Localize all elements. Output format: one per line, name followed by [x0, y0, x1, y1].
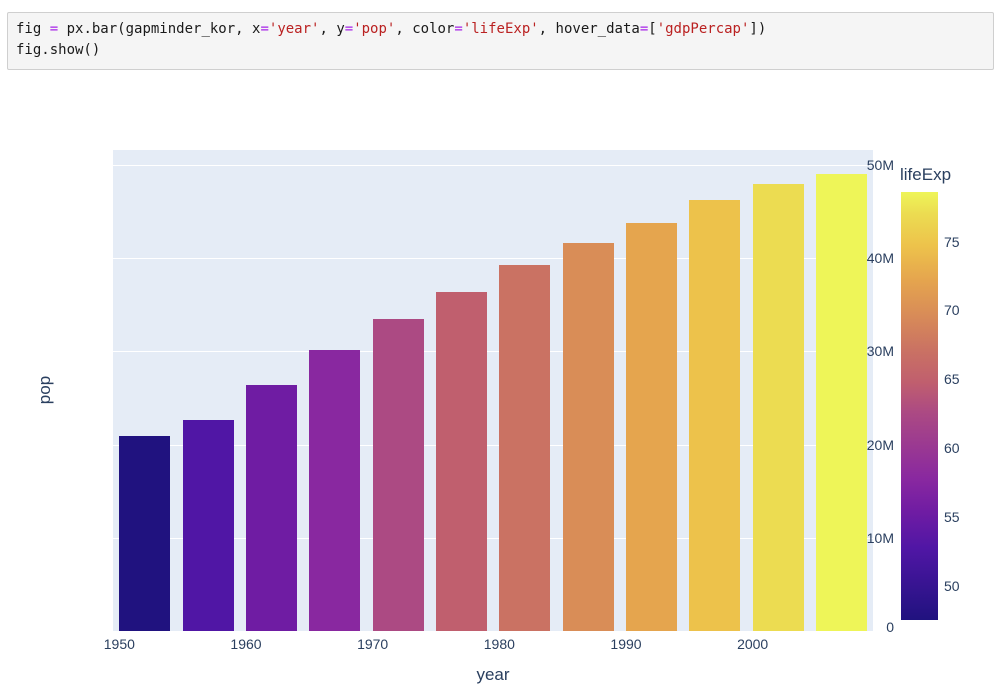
- code-cell[interactable]: fig = px.bar(gapminder_kor, x='year', y=…: [7, 12, 994, 70]
- colorbar-tick-label: 60: [944, 439, 960, 456]
- colorbar-tick-label: 55: [944, 508, 960, 525]
- x-tick-label: 1970: [357, 636, 389, 652]
- bar-1977[interactable]: [435, 291, 487, 631]
- y-tick-label: 30M: [866, 343, 894, 360]
- code-line: fig = px.bar(gapminder_kor, x='year', y=…: [16, 21, 767, 37]
- bar-1967[interactable]: [309, 350, 361, 631]
- bar-1987[interactable]: [562, 243, 614, 631]
- x-tick-label: 1960: [230, 636, 262, 652]
- y-tick-label: 40M: [866, 250, 894, 267]
- gridline: [113, 164, 873, 166]
- y-tick-label: 0: [886, 619, 894, 635]
- colorbar-tick-label: 70: [944, 302, 960, 319]
- x-tick-label: 2000: [737, 636, 769, 652]
- gridline: [113, 537, 873, 539]
- gridline: [113, 351, 873, 353]
- colorbar-title: lifeExp: [900, 165, 952, 184]
- bar-1992[interactable]: [625, 222, 677, 631]
- colorbar-gradient: [901, 192, 938, 620]
- y-tick-label: 20M: [866, 436, 894, 453]
- colorbar-tick-label: 75: [944, 233, 960, 250]
- bar-2002[interactable]: [752, 183, 804, 631]
- bar-1972[interactable]: [372, 318, 424, 631]
- code-line: fig.show(): [16, 42, 101, 58]
- bar-2007[interactable]: [815, 174, 867, 631]
- colorbar-tick-label: 50: [944, 577, 960, 594]
- bar-1957[interactable]: [182, 420, 234, 631]
- x-tick-label: 1950: [103, 636, 135, 652]
- x-tick-label: 1990: [610, 636, 642, 652]
- gridline: [113, 258, 873, 260]
- bar-1997[interactable]: [689, 200, 741, 631]
- gridline: [113, 444, 873, 446]
- bar-1962[interactable]: [245, 384, 297, 631]
- colorbar-tick-label: 65: [944, 371, 960, 388]
- bar-1982[interactable]: [499, 264, 551, 631]
- bar-1952[interactable]: [119, 436, 171, 631]
- y-axis-title: pop: [35, 375, 54, 405]
- plot-area: [113, 150, 873, 631]
- y-tick-label: 10M: [866, 529, 894, 546]
- x-tick-label: 1980: [483, 636, 515, 652]
- x-axis-title: year: [476, 665, 510, 684]
- y-tick-label: 50M: [866, 156, 894, 173]
